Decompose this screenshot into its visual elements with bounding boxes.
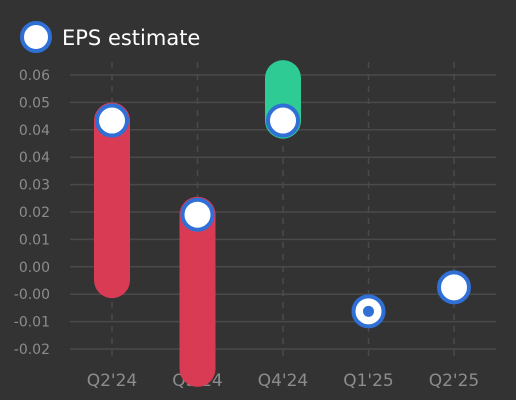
y-tick-label: 0.06 <box>19 68 50 84</box>
y-tick-label: 0.04 <box>19 123 50 139</box>
y-tick-label: 0.01 <box>19 232 50 248</box>
y-tick-label: 0.04 <box>19 150 50 166</box>
legend: EPS estimate <box>20 21 200 53</box>
legend-marker-icon <box>20 21 52 53</box>
y-tick-label: -0.00 <box>14 287 50 303</box>
actual-marker-dot <box>363 305 374 317</box>
y-axis-ticks: 0.06 0.05 0.04 0.04 0.03 0.02 0.01 0.00 -0.00 -0.… <box>14 68 50 358</box>
y-tick-label: 0.00 <box>19 260 50 276</box>
x-tick-label: Q2'24 <box>87 371 138 391</box>
x-tick-label: Q4'24 <box>258 371 309 391</box>
estimate-marker <box>95 103 129 138</box>
estimate-marker <box>266 103 300 138</box>
y-tick-label: -0.02 <box>14 342 50 358</box>
markers-layer <box>95 103 471 329</box>
legend-label: EPS estimate <box>62 26 200 50</box>
miss-bar <box>94 102 130 299</box>
estimate-marker <box>437 270 471 305</box>
miss-bar <box>179 196 216 387</box>
x-tick-label: Q1'25 <box>343 371 394 391</box>
y-tick-label: -0.01 <box>14 315 50 331</box>
x-tick-label: Q2'25 <box>429 371 480 391</box>
y-tick-label: 0.05 <box>19 95 50 111</box>
y-tick-label: 0.03 <box>19 178 50 194</box>
estimate-marker <box>180 197 215 232</box>
y-tick-label: 0.02 <box>19 205 50 221</box>
